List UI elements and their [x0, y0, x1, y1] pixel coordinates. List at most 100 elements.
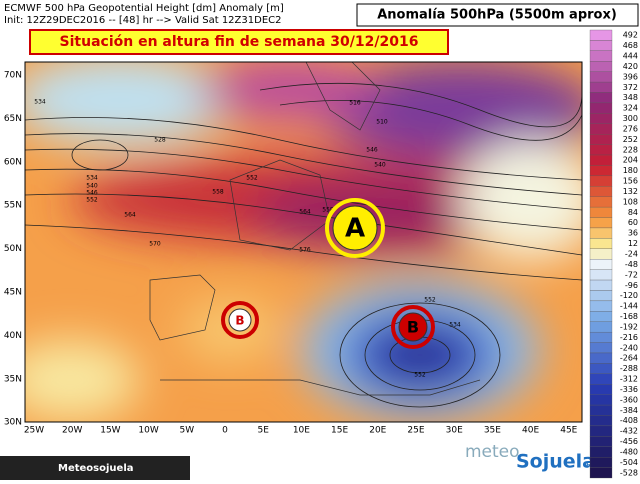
- colorbar-label: -24: [625, 250, 638, 259]
- social-name: Meteosojuela: [58, 463, 134, 474]
- map: [25, 62, 582, 422]
- center-label: A: [345, 214, 365, 244]
- colorbar-cell: [589, 259, 613, 270]
- contour-label: 570: [149, 241, 161, 248]
- longitude-label: 30E: [446, 426, 463, 436]
- colorbar-cell: [589, 71, 613, 83]
- colorbar-cell: [589, 342, 613, 354]
- colorbar-label: -504: [620, 458, 638, 467]
- colorbar-label: 276: [623, 124, 638, 133]
- colorbar-cell: [589, 186, 613, 197]
- colorbar-label: 84: [628, 208, 638, 217]
- colorbar-label: 420: [623, 62, 638, 71]
- contour-label: 576: [299, 247, 311, 254]
- header-line: ECMWF 500 hPa Geopotential Height [dm] A…: [4, 3, 284, 14]
- colorbar-cell: [589, 446, 613, 458]
- colorbar-cell: [589, 165, 613, 177]
- contour-label: 540: [374, 162, 386, 169]
- colorbar-cell: [589, 81, 613, 93]
- colorbar-cell: [589, 92, 613, 104]
- contour-label: 528: [154, 137, 166, 144]
- latitude-label: 60N: [4, 157, 22, 167]
- colorbar-cell: [589, 40, 613, 51]
- latitude-label: 45N: [4, 288, 22, 298]
- colorbar-label: 372: [623, 83, 638, 92]
- longitude-label: 25E: [407, 426, 424, 436]
- contour-label: 564: [124, 212, 136, 219]
- colorbar-cell: [589, 238, 613, 249]
- colorbar-label: -144: [620, 302, 638, 311]
- colorbar-cell: [589, 102, 613, 114]
- banner: Situación en altura fin de semana 30/12/…: [60, 34, 419, 50]
- contour-label: 546: [366, 147, 378, 154]
- map-frame: [24, 61, 583, 423]
- center-marker: [228, 308, 252, 332]
- colorbar-cell: [589, 300, 613, 312]
- longitude-label: 20E: [369, 426, 386, 436]
- colorbar-label: -432: [620, 427, 638, 436]
- contour-label: 552: [86, 197, 98, 204]
- contour-label: 564: [299, 209, 311, 216]
- banner-box: [29, 29, 449, 55]
- contour-label: 552: [246, 175, 258, 182]
- colorbar-label: 300: [623, 114, 638, 123]
- center-ring: [325, 198, 385, 258]
- colorbar-cell: [589, 134, 613, 145]
- colorbar-label: -312: [620, 375, 638, 384]
- colorbar-cell: [589, 363, 613, 374]
- footer-bar: [0, 456, 190, 480]
- colorbar-cell: [589, 467, 613, 479]
- colorbar-cell: [589, 436, 613, 447]
- longitude-label: 10E: [293, 426, 310, 436]
- colorbar-cell: [589, 394, 613, 406]
- latitude-label: 55N: [4, 201, 22, 211]
- colorbar-cell: [589, 50, 613, 62]
- colorbar-label: 180: [623, 166, 638, 175]
- longitude-label: 0: [222, 426, 228, 436]
- colorbar-label: -192: [620, 322, 638, 331]
- colorbar-label: -456: [620, 437, 638, 446]
- center-ring: [391, 305, 435, 349]
- contour-label: 546: [86, 190, 98, 197]
- colorbar-cell: [589, 311, 613, 322]
- contour-label: 558: [322, 207, 334, 214]
- colorbar-cell: [589, 113, 613, 124]
- colorbar-label: 108: [623, 197, 638, 206]
- colorbar-cell: [589, 175, 613, 187]
- contour-label: 552: [424, 297, 436, 304]
- colorbar-label: -96: [625, 281, 638, 290]
- colorbar-cell: [589, 321, 613, 333]
- colorbar-label: -360: [620, 395, 638, 404]
- longitude-label: 45E: [560, 426, 577, 436]
- colorbar-label: -120: [620, 291, 638, 300]
- colorbar-cell: [589, 404, 613, 416]
- colorbar-label: -168: [620, 312, 638, 321]
- colorbar-cell: [589, 206, 613, 218]
- colorbar-cell: [589, 290, 613, 302]
- colorbar-label: 252: [623, 135, 638, 144]
- latitude-label: 40N: [4, 331, 22, 341]
- colorbar-label: -288: [620, 364, 638, 373]
- colorbar-label: 60: [628, 218, 638, 227]
- colorbar-label: -528: [620, 468, 638, 477]
- latitude-label: 35N: [4, 374, 22, 384]
- colorbar-cell: [589, 425, 613, 437]
- contour-label: 534: [86, 175, 98, 182]
- colorbar-label: -216: [620, 333, 638, 342]
- contour-label: 534: [34, 99, 46, 106]
- colorbar-label: 228: [623, 145, 638, 154]
- colorbar-cell: [589, 123, 613, 135]
- colorbar-label: -336: [620, 385, 638, 394]
- header-line: Init: 12Z29DEC2016 -- [48] hr --> Valid …: [4, 15, 281, 26]
- colorbar-cell: [589, 144, 613, 156]
- contour-label: 516: [349, 100, 361, 107]
- colorbar-label: -408: [620, 416, 638, 425]
- center-marker: [332, 205, 378, 251]
- colorbar-cell: [589, 227, 613, 239]
- contour-label: 558: [212, 189, 224, 196]
- colorbar-label: 204: [623, 156, 638, 165]
- longitude-label: 35E: [484, 426, 501, 436]
- colorbar-cell: [589, 352, 613, 364]
- colorbar-label: -264: [620, 354, 638, 363]
